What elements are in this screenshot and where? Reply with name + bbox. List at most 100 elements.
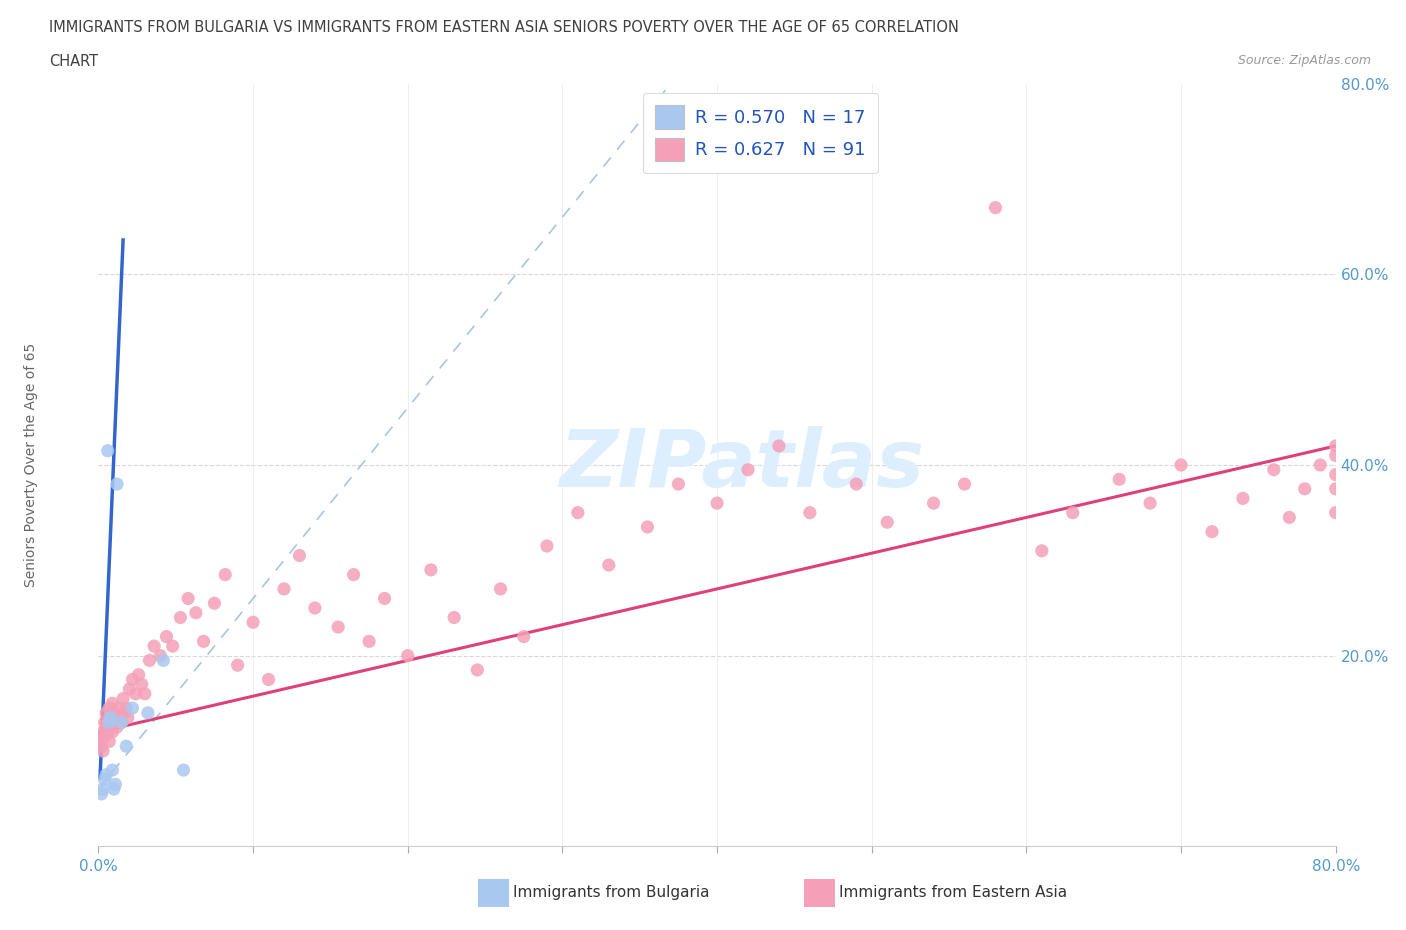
Point [101, 724, 124, 739]
Text: IMMIGRANTS FROM BULGARIA VS IMMIGRANTS FROM EASTERN ASIA SENIORS POVERTY OVER TH: IMMIGRANTS FROM BULGARIA VS IMMIGRANTS F… [49, 20, 959, 35]
Point [288, 548, 311, 563]
Point [1324, 439, 1347, 454]
Point [97, 444, 120, 458]
Point [115, 738, 138, 753]
Point [177, 591, 200, 606]
Point [1031, 543, 1053, 558]
Point [1170, 458, 1192, 472]
Point [138, 653, 160, 668]
Point [1324, 448, 1347, 463]
Point [1062, 505, 1084, 520]
Point [136, 705, 159, 720]
Point [118, 682, 141, 697]
Point [273, 581, 295, 596]
Point [100, 711, 122, 725]
Point [1263, 462, 1285, 477]
Point [128, 668, 150, 683]
Point [184, 605, 207, 620]
Point [489, 581, 512, 596]
Point [1324, 505, 1347, 520]
Point [100, 720, 122, 735]
Point [105, 720, 128, 735]
Point [636, 520, 658, 535]
Text: Immigrants from Eastern Asia: Immigrants from Eastern Asia [839, 885, 1067, 900]
Text: CHART: CHART [49, 54, 98, 69]
Text: ZIPatlas: ZIPatlas [560, 426, 924, 504]
Point [107, 700, 129, 715]
Point [93, 772, 115, 787]
Point [396, 648, 419, 663]
Point [598, 558, 620, 573]
Point [1309, 458, 1331, 472]
Point [97, 715, 120, 730]
Point [90, 787, 112, 802]
Point [536, 538, 558, 553]
Point [114, 705, 136, 720]
Point [90, 738, 112, 753]
Text: Seniors Poverty Over the Age of 65: Seniors Poverty Over the Age of 65 [24, 343, 38, 587]
Point [104, 711, 127, 725]
Point [91, 781, 114, 796]
Point [419, 563, 441, 578]
Point [104, 777, 127, 791]
Point [666, 477, 689, 492]
Point [96, 705, 118, 720]
Point [100, 711, 122, 725]
Point [105, 477, 128, 492]
Point [467, 662, 489, 677]
Point [101, 696, 124, 711]
Point [121, 700, 143, 715]
Point [96, 767, 118, 782]
Point [1294, 482, 1316, 497]
Point [204, 596, 226, 611]
Point [922, 496, 945, 511]
Point [214, 567, 236, 582]
Point [93, 729, 115, 744]
Point [117, 711, 139, 725]
Point [97, 724, 120, 739]
Text: Immigrants from Bulgaria: Immigrants from Bulgaria [513, 885, 710, 900]
Point [567, 505, 589, 520]
Point [98, 734, 121, 749]
Point [443, 610, 465, 625]
Point [134, 686, 156, 701]
Point [93, 715, 115, 730]
Point [162, 639, 184, 654]
Point [91, 724, 114, 739]
Point [1232, 491, 1254, 506]
Point [152, 653, 174, 668]
Point [111, 715, 132, 730]
Point [1108, 472, 1130, 486]
Point [169, 610, 191, 625]
Point [1324, 467, 1347, 482]
Point [799, 505, 821, 520]
Point [98, 700, 121, 715]
Point [108, 711, 131, 725]
Point [121, 672, 143, 687]
Point [1324, 482, 1347, 497]
Point [103, 705, 125, 720]
Point [357, 634, 380, 649]
Point [1139, 496, 1161, 511]
Point [193, 634, 215, 649]
Point [149, 648, 172, 663]
Legend: R = 0.570   N = 17, R = 0.627   N = 91: R = 0.570 N = 17, R = 0.627 N = 91 [643, 93, 879, 173]
Point [112, 691, 135, 706]
Point [226, 658, 249, 672]
Point [343, 567, 366, 582]
Point [143, 639, 166, 654]
Point [96, 720, 118, 735]
Point [845, 477, 868, 492]
Point [876, 515, 898, 530]
Point [111, 715, 132, 730]
Point [103, 781, 125, 796]
Point [984, 200, 1007, 215]
Point [953, 477, 976, 492]
Point [155, 630, 177, 644]
Text: Source: ZipAtlas.com: Source: ZipAtlas.com [1237, 54, 1371, 67]
Point [98, 715, 121, 730]
Point [513, 630, 536, 644]
Point [304, 601, 326, 616]
Point [1201, 525, 1223, 539]
Point [90, 729, 112, 744]
